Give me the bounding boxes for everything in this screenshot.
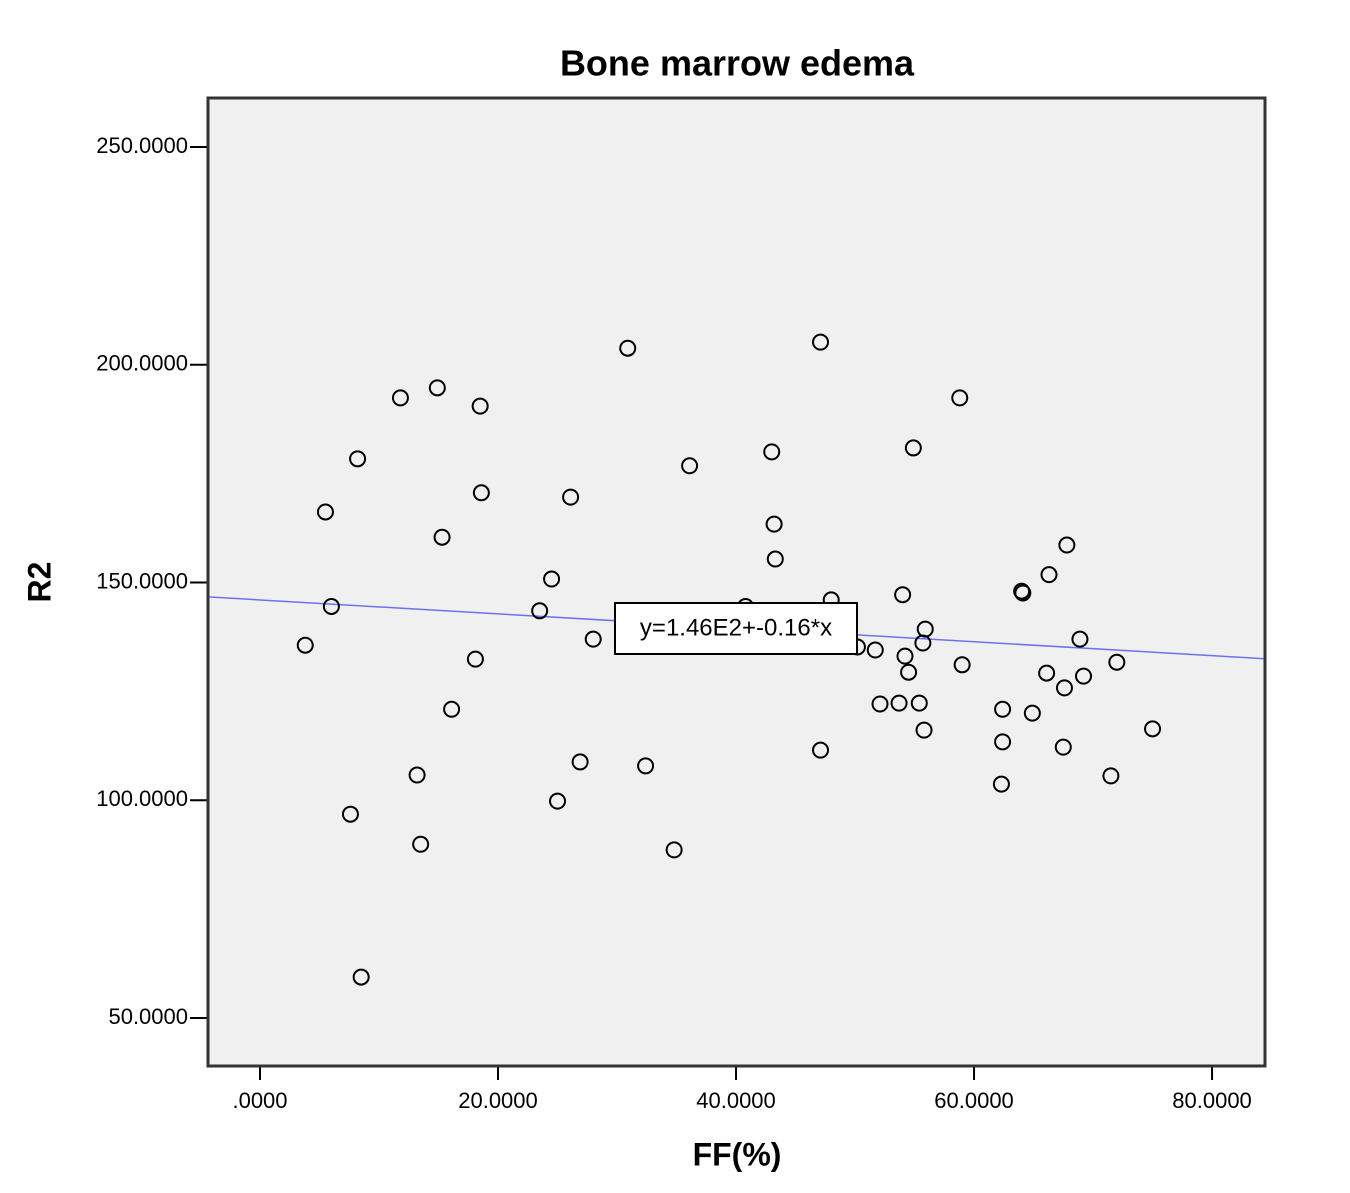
point [1058, 536, 1076, 554]
point [681, 457, 699, 475]
point [1075, 667, 1093, 685]
point [915, 721, 933, 739]
point [1054, 738, 1072, 756]
point [296, 636, 314, 654]
x-tick-label: 60.0000 [934, 1088, 1014, 1113]
fit-annotation: y=1.46E2+-0.16*x [640, 614, 832, 641]
point [412, 835, 430, 853]
point [1144, 720, 1162, 738]
y-tick-label: 150.0000 [96, 568, 188, 593]
point [1108, 653, 1126, 671]
chart-title: Bone marrow edema [560, 43, 915, 84]
point [1040, 566, 1058, 584]
x-tick-label: 40.0000 [696, 1088, 776, 1113]
point [428, 379, 446, 397]
y-tick-label: 50.0000 [108, 1004, 188, 1029]
point [766, 550, 784, 568]
point [951, 389, 969, 407]
point [408, 766, 426, 784]
point [349, 450, 367, 468]
point [471, 397, 489, 415]
point [1023, 704, 1041, 722]
point [763, 443, 781, 461]
point [890, 694, 908, 712]
point [637, 757, 655, 775]
y-tick-label: 250.0000 [96, 133, 188, 158]
point [896, 647, 914, 665]
point [352, 968, 370, 986]
point [953, 656, 971, 674]
point [1071, 630, 1089, 648]
x-axis-label: FF(%) [693, 1136, 782, 1172]
point [1014, 584, 1032, 602]
point [894, 586, 912, 604]
point [994, 700, 1012, 718]
point [443, 700, 461, 718]
point [665, 841, 683, 859]
point [562, 488, 580, 506]
point [341, 805, 359, 823]
point [812, 333, 830, 351]
point [916, 620, 934, 638]
point [1102, 767, 1120, 785]
annotation-box [614, 602, 858, 655]
plot-area [208, 98, 1265, 1066]
point [812, 741, 830, 759]
point [433, 528, 451, 546]
point [994, 733, 1012, 751]
point [871, 695, 889, 713]
point [543, 570, 561, 588]
point [765, 515, 783, 533]
point [904, 439, 922, 457]
point [391, 389, 409, 407]
y-tick-label: 200.0000 [96, 351, 188, 376]
y-axis-label: R2 [21, 562, 57, 603]
point [531, 602, 549, 620]
point [549, 792, 567, 810]
point [619, 339, 637, 357]
x-tick-label: 20.0000 [458, 1088, 538, 1113]
x-tick-label: 80.0000 [1172, 1088, 1252, 1113]
point [472, 484, 490, 502]
point [1055, 679, 1073, 697]
point [316, 503, 334, 521]
point [584, 630, 602, 648]
point [466, 650, 484, 668]
y-tick-label: 100.0000 [96, 786, 188, 811]
point [900, 663, 918, 681]
point [866, 641, 884, 659]
point [571, 753, 589, 771]
point [322, 597, 340, 615]
point [1038, 664, 1056, 682]
point [910, 694, 928, 712]
x-tick-label: .0000 [232, 1088, 287, 1113]
plot-frame [206, 96, 1267, 1068]
point [992, 775, 1010, 793]
